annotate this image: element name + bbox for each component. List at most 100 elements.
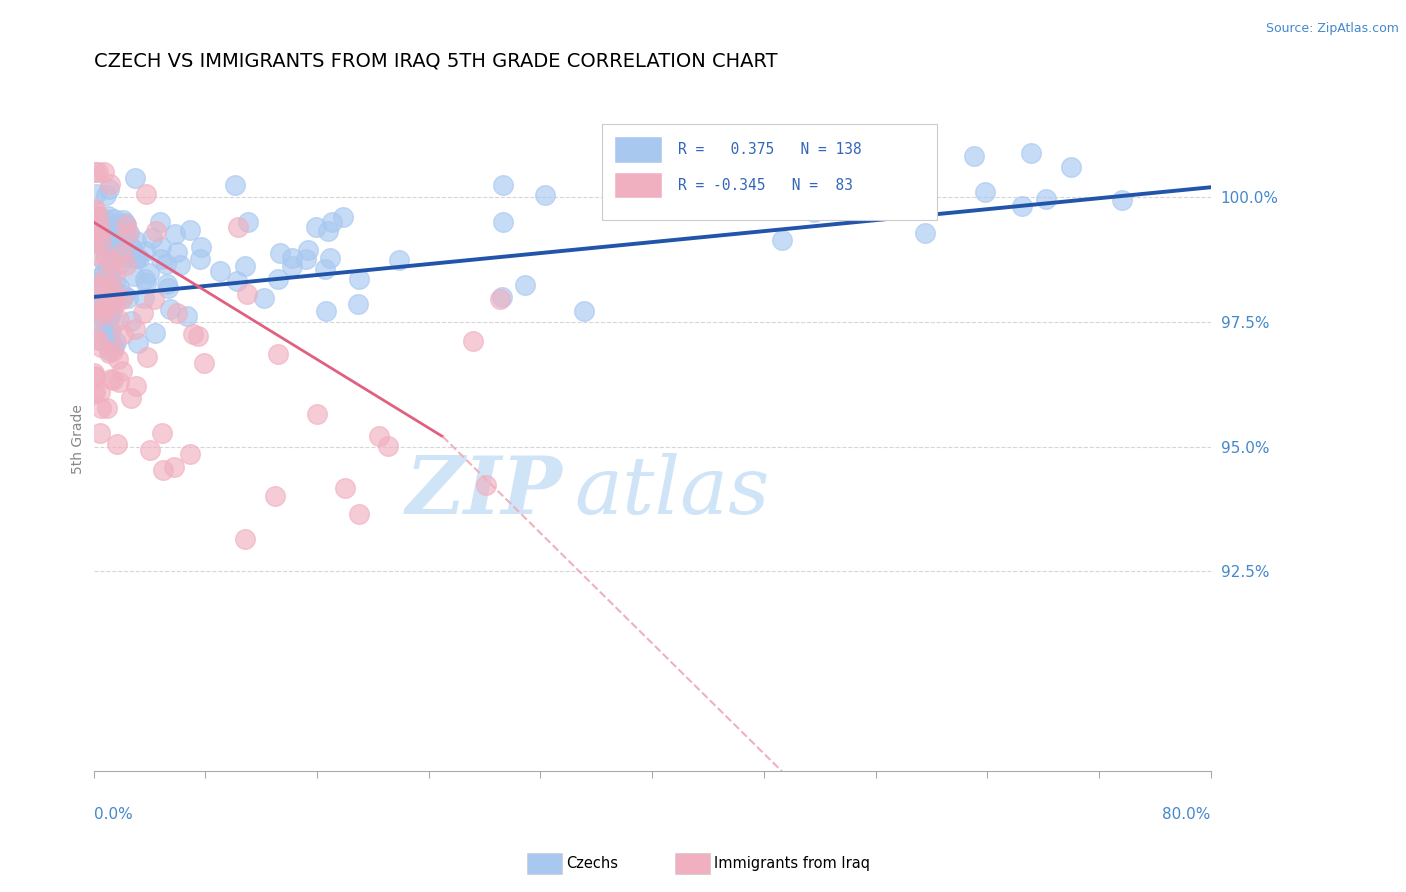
Point — [124, 322, 146, 336]
Point — [84, 275, 107, 289]
Text: ZIP: ZIP — [406, 453, 562, 531]
Text: R = -0.345   N =  83: R = -0.345 N = 83 — [678, 178, 853, 194]
Point — [332, 210, 354, 224]
Point — [96, 262, 118, 277]
Point — [101, 373, 124, 387]
Point — [94, 211, 117, 226]
Point — [321, 215, 343, 229]
Point — [83, 387, 105, 401]
Point — [86, 299, 108, 313]
Point — [100, 219, 122, 234]
Point — [120, 240, 142, 254]
Point — [93, 254, 115, 268]
Point — [98, 346, 121, 360]
Point — [93, 248, 115, 262]
Y-axis label: 5th Grade: 5th Grade — [72, 404, 86, 474]
Point — [347, 297, 370, 311]
Point — [124, 251, 146, 265]
Point — [83, 203, 105, 218]
Point — [267, 347, 290, 361]
Point — [770, 233, 793, 247]
Point — [281, 260, 304, 274]
Point — [107, 351, 129, 366]
Point — [115, 219, 138, 233]
Point — [84, 227, 107, 242]
Point — [96, 270, 118, 285]
Point — [347, 507, 370, 521]
Point — [1011, 199, 1033, 213]
Point — [90, 304, 112, 318]
Point — [118, 226, 141, 240]
Text: R =   0.375   N = 138: R = 0.375 N = 138 — [678, 142, 862, 157]
Point — [93, 291, 115, 305]
Point — [90, 340, 112, 354]
Point — [87, 215, 110, 229]
Point — [84, 304, 107, 318]
Point — [103, 232, 125, 246]
Point — [87, 218, 110, 232]
Point — [209, 263, 232, 277]
Point — [120, 314, 142, 328]
Point — [100, 280, 122, 294]
Point — [90, 401, 112, 415]
FancyBboxPatch shape — [602, 124, 936, 220]
Point — [107, 313, 129, 327]
Point — [98, 284, 121, 298]
Point — [114, 231, 136, 245]
Point — [297, 244, 319, 258]
Point — [1019, 146, 1042, 161]
Point — [83, 385, 105, 400]
Point — [101, 285, 124, 300]
Point — [489, 292, 512, 306]
Text: 0.0%: 0.0% — [94, 807, 132, 822]
Point — [86, 270, 108, 285]
Point — [149, 240, 172, 254]
Point — [155, 257, 177, 271]
Point — [97, 293, 120, 307]
Point — [388, 252, 411, 267]
Point — [100, 372, 122, 386]
Point — [114, 287, 136, 301]
Point — [93, 323, 115, 337]
Point — [149, 252, 172, 266]
Point — [314, 262, 336, 277]
Point — [103, 212, 125, 227]
Point — [112, 212, 135, 227]
Point — [377, 439, 399, 453]
Point — [87, 210, 110, 224]
Point — [90, 233, 112, 247]
Point — [87, 278, 110, 293]
Point — [1060, 160, 1083, 174]
Point — [84, 248, 107, 262]
Point — [166, 245, 188, 260]
Point — [307, 407, 329, 421]
Point — [105, 258, 128, 272]
Point — [87, 165, 110, 179]
Point — [93, 301, 115, 316]
Point — [179, 223, 201, 237]
Point — [114, 218, 136, 232]
Point — [267, 271, 290, 285]
Point — [134, 244, 156, 258]
Point — [159, 301, 181, 316]
Point — [103, 292, 125, 306]
Point — [103, 285, 125, 299]
Point — [157, 280, 180, 294]
Point — [305, 219, 328, 234]
Point — [103, 293, 125, 307]
Point — [104, 297, 127, 311]
Point — [963, 149, 986, 163]
Point — [224, 178, 246, 192]
Point — [100, 254, 122, 268]
Point — [193, 356, 215, 370]
Point — [83, 331, 105, 345]
Point — [94, 230, 117, 244]
Point — [127, 250, 149, 264]
Point — [145, 223, 167, 237]
Point — [163, 227, 186, 241]
Text: 80.0%: 80.0% — [1163, 807, 1211, 822]
Point — [84, 235, 107, 250]
Point — [281, 252, 304, 266]
Point — [101, 343, 124, 358]
Text: CZECH VS IMMIGRANTS FROM IRAQ 5TH GRADE CORRELATION CHART: CZECH VS IMMIGRANTS FROM IRAQ 5TH GRADE … — [94, 52, 778, 71]
